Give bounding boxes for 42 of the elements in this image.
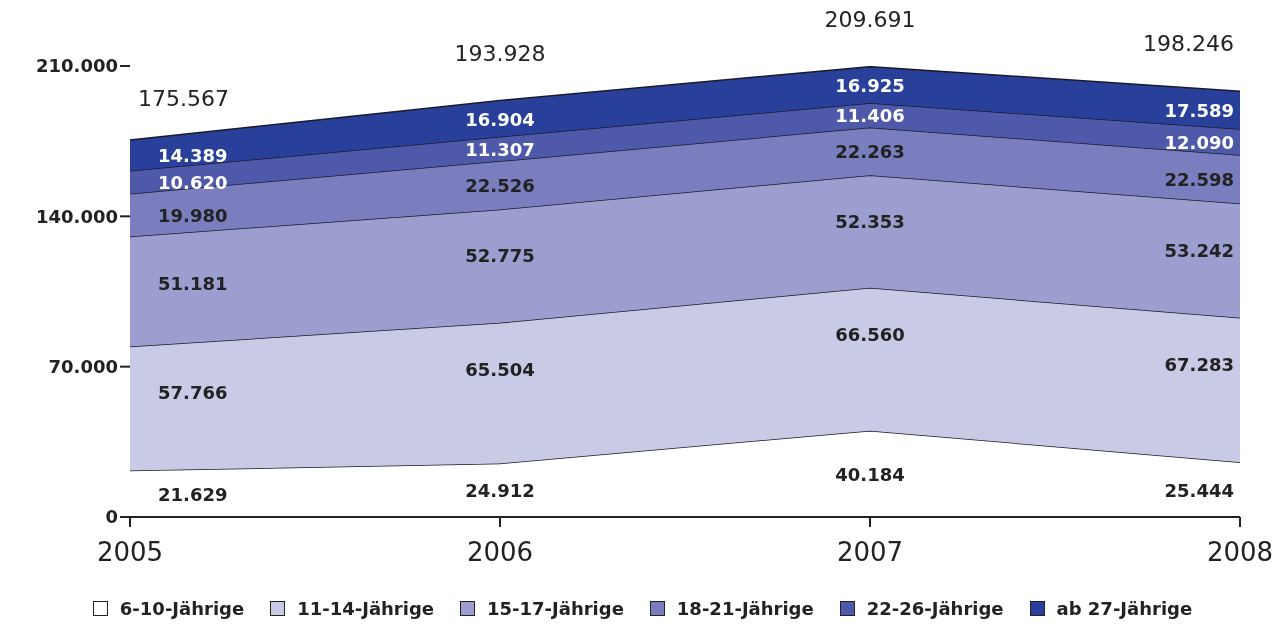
data-label: 22.598 [1164,169,1234,191]
total-label: 209.691 [824,6,916,32]
legend-label: ab 27-Jährige [1055,598,1193,619]
data-label: 14.389 [158,145,228,167]
data-label: 66.560 [835,323,905,345]
y-tick-label: 210.000 [36,55,118,77]
data-label: 16.925 [835,74,905,96]
data-label: 24.912 [465,480,535,502]
data-label: 25.444 [1164,479,1234,501]
x-tick-label: 2007 [836,537,904,568]
data-label: 51.181 [158,272,228,294]
data-label: 57.766 [158,382,228,404]
legend-label: 18-21-Jährige [675,598,814,619]
data-label: 12.090 [1164,132,1234,153]
data-label: 19.980 [158,205,228,227]
total-label: 193.928 [454,40,546,66]
data-label: 16.904 [465,108,535,130]
data-label: 22.526 [465,175,535,197]
x-tick-label: 2006 [466,537,534,568]
x-tick-label: 2005 [96,537,164,568]
legend-label: 22-26-Jährige [865,598,1004,619]
data-label: 17.589 [1164,100,1234,122]
x-tick-label: 2008 [1206,537,1274,568]
data-label: 65.504 [465,358,535,380]
y-tick-label: 0 [105,506,118,528]
total-label: 175.567 [138,85,229,111]
legend-label: 11-14-Jährige [296,598,434,619]
data-label: 10.620 [158,172,228,194]
legend-label: 15-17-Jährige [486,598,624,619]
legend-label: 6-10-Jährige [118,598,245,619]
data-label: 21.629 [158,483,228,505]
data-label: 67.283 [1164,353,1234,375]
data-label: 22.263 [835,141,905,163]
data-label: 11.406 [835,105,905,127]
data-label: 11.307 [465,138,535,160]
data-label: 52.353 [835,211,905,233]
data-label: 52.775 [465,245,535,267]
data-label: 40.184 [835,463,905,485]
data-label: 53.242 [1164,239,1234,261]
y-tick-label: 140.000 [36,205,118,227]
y-tick-label: 70.000 [48,356,118,378]
total-label: 198.246 [1143,31,1234,57]
